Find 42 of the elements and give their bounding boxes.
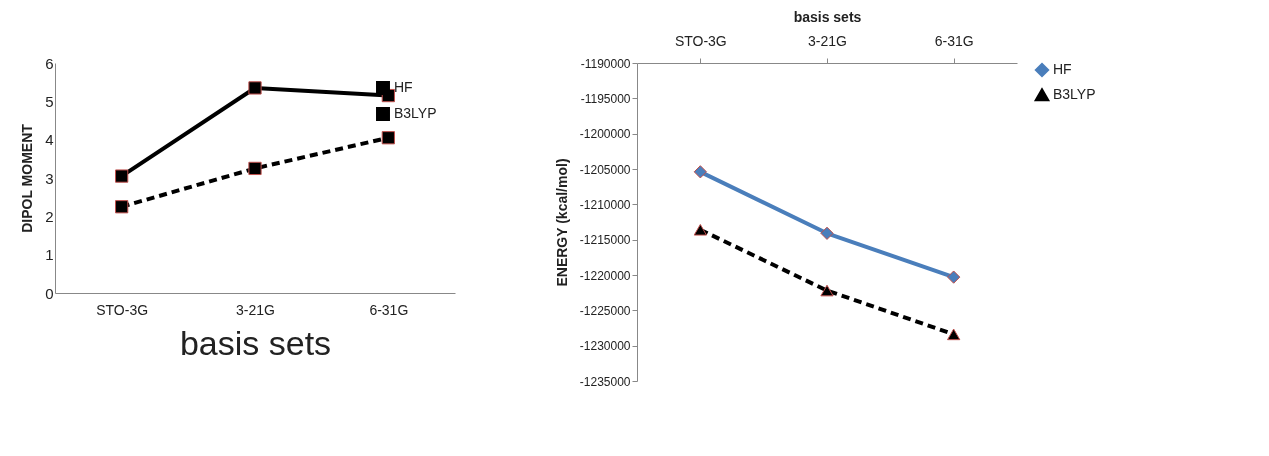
y-tick-label: -1230000 [579,339,631,354]
y-tick-label: 1 [45,246,54,264]
x-tick-label: 6-31G [369,301,409,318]
point [693,223,707,236]
y-tick-label: -1210000 [579,197,631,212]
y-tick-label: -1235000 [579,374,631,389]
y-tick-label: 0 [45,284,54,302]
point [693,165,707,179]
point [381,131,395,145]
y-tick-label: -1220000 [579,268,631,283]
y-tick-label: -1195000 [580,91,631,106]
point [248,161,262,176]
point [115,169,129,183]
legend-label: HF [394,79,413,95]
point [820,284,834,297]
x-axis-title: basis sets [793,8,862,25]
y-tick-label: -1205000 [579,162,631,177]
x-tick-label: 3-21G [236,301,275,318]
point [947,270,961,284]
legend-label: HF [1053,61,1072,77]
x-tick-label: STO-3G [674,32,727,49]
y-tick-label: -1225000 [579,303,631,318]
y-axis-title: ENERGY (kcal/mol) [553,158,570,287]
point [947,328,961,341]
x-tick-label: STO-3G [96,301,149,318]
x-axis-title: basis sets [179,323,332,362]
legend-label: B3LYP [1053,86,1096,102]
y-tick-label: 2 [45,207,54,225]
legend-label: B3LYP [394,105,437,121]
y-tick-label: 5 [45,92,54,110]
y-axis-title: DIPOL MOMENT [19,123,36,233]
x-tick-label: 6-31G [934,32,974,49]
y-tick-label: 4 [45,131,54,149]
y-tick-label: -1190000 [580,56,631,71]
y-tick-label: 3 [45,169,54,187]
point [248,81,262,95]
y-tick-label: -1200000 [579,127,631,142]
x-tick-label: 3-21G [808,32,847,49]
y-tick-label: 6 [45,54,54,72]
point [115,200,129,214]
y-tick-label: -1215000 [579,233,631,248]
point [820,226,834,240]
